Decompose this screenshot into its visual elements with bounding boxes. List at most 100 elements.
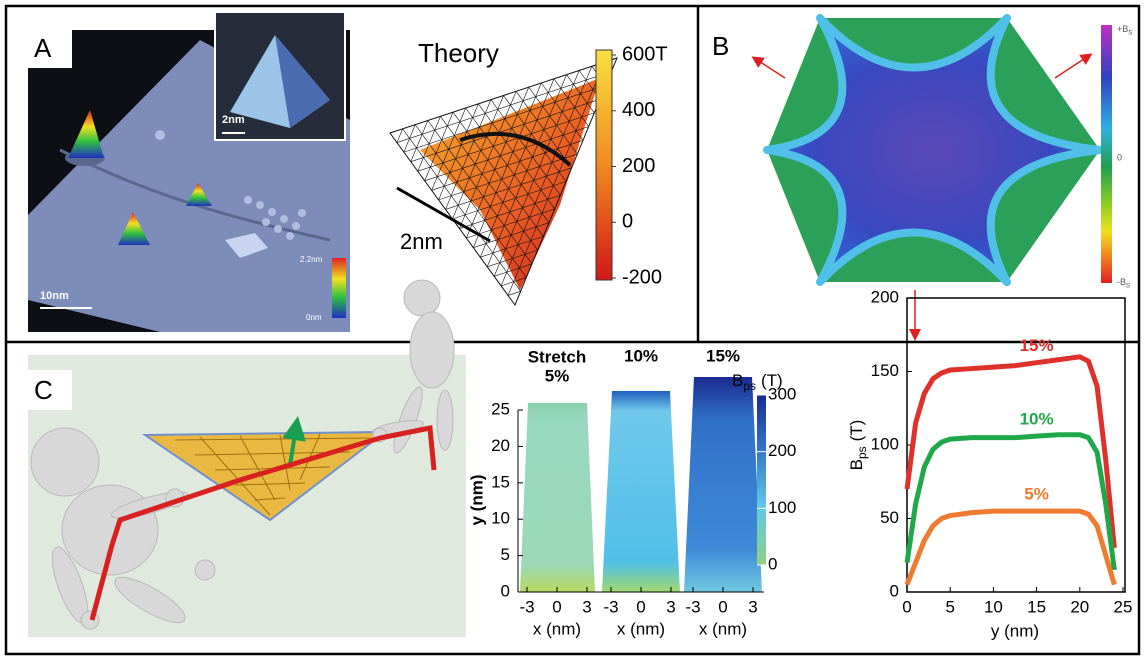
path: [199, 433, 321, 516]
label-main: B: [732, 371, 743, 390]
mesh-line: [503, 95, 567, 182]
stretch-title: Stretch: [528, 347, 587, 366]
y-tick-label: 100: [871, 434, 899, 453]
label-sub: ps: [855, 446, 869, 459]
x-tick-label: 15: [1027, 597, 1046, 616]
theory-title: Theory: [418, 38, 499, 68]
mesh-line: [507, 290, 521, 296]
colorbar-tick-label: +BS: [1117, 24, 1132, 36]
label-unit: (T): [847, 420, 866, 442]
y-tick-label: 10: [491, 509, 510, 528]
x-tick-label: 0: [636, 597, 645, 616]
peak: [118, 212, 150, 245]
panel-label: C: [34, 375, 53, 405]
mesh-line: [507, 62, 605, 296]
series-label: 10%: [1020, 410, 1054, 429]
arrow: [1054, 53, 1093, 79]
y-tick-label: 15: [491, 472, 510, 491]
strain-map: [602, 391, 680, 592]
mesh-line: [402, 128, 521, 292]
mesh-line: [478, 103, 555, 210]
mesh: [389, 57, 618, 307]
x-tick-label: 5: [945, 597, 954, 616]
label-main: B: [847, 459, 866, 470]
colorbar-tick-label: -BS: [1117, 277, 1130, 289]
scale-label: 2nm: [222, 114, 245, 126]
mesh-line: [396, 71, 612, 143]
y-tick-label: 0: [890, 581, 899, 600]
inset-pyramid-shade: [275, 35, 330, 128]
panel-label: A: [34, 33, 52, 63]
height-label: 0nm: [306, 313, 322, 322]
label-unit: (T): [761, 371, 783, 390]
circle: [80, 610, 100, 630]
mesh-line: [553, 78, 589, 127]
mesh-line: [438, 103, 479, 201]
strain-label: 10%: [624, 346, 658, 365]
line-series: [904, 354, 1117, 549]
mesh-line: [452, 111, 544, 237]
mesh-line: [480, 236, 544, 258]
colorbar-tick-label: 0: [1117, 152, 1122, 162]
y-tick-label: 5: [501, 545, 510, 564]
x-tick-label: 3: [666, 597, 675, 616]
circle: [268, 208, 276, 216]
circle: [292, 222, 300, 230]
label-sub: ps: [743, 379, 756, 393]
colorbar-tick-label: 100: [768, 498, 796, 517]
panel-label: B: [712, 31, 729, 61]
mesh-line: [452, 181, 567, 220]
label-sub: S: [1126, 282, 1130, 289]
ellipse: [436, 389, 454, 451]
field-arrow: [282, 416, 306, 466]
colorbar-tick-label: -200: [622, 266, 662, 288]
mesh-line: [490, 99, 561, 196]
colorbar-tick-label: 200: [768, 441, 796, 460]
mesh-line: [465, 107, 550, 223]
mesh-line: [410, 98, 601, 162]
x-tick-label: 25: [1114, 597, 1133, 616]
scale-label: 10nm: [40, 290, 69, 302]
circle: [280, 215, 288, 223]
x-tick-label: -3: [603, 597, 618, 616]
x-tick-label: 0: [552, 597, 561, 616]
mesh-line: [452, 95, 504, 220]
colorbar-tick-label: 200: [622, 155, 655, 177]
series-label: 15%: [1020, 336, 1054, 355]
peak: [186, 183, 212, 206]
hexagon-core: [763, 14, 1104, 286]
mesh-line: [515, 91, 572, 168]
mesh-line: [396, 128, 403, 143]
mesh-line: [424, 112, 454, 181]
arrow: [751, 56, 786, 79]
y-axis-label: y (nm): [467, 475, 486, 526]
x-tick-label: 0: [902, 597, 911, 616]
strain-map: [684, 377, 762, 592]
y-axis-label: Bps (T): [847, 420, 869, 471]
ellipse: [114, 576, 186, 624]
y-tick-label: 200: [871, 287, 899, 306]
circle: [298, 209, 306, 217]
x-tick-label: -3: [519, 597, 534, 616]
mesh-line: [438, 153, 578, 201]
x-tick-label: 3: [582, 597, 591, 616]
b-colorbar: [1101, 25, 1112, 283]
y-tick-label: 150: [871, 361, 899, 380]
colorbar-tick-label: 600T: [622, 43, 668, 65]
circle: [155, 130, 165, 140]
island: [225, 233, 268, 258]
circle: [262, 218, 270, 226]
scale-bar: [396, 186, 491, 243]
colorbar-tick-label: 0: [768, 554, 777, 573]
series-label: 5%: [1024, 485, 1049, 504]
mesh-line: [541, 82, 584, 141]
x-tick-label: 3: [748, 597, 757, 616]
label-sub: S: [1128, 29, 1132, 36]
colorbar-tick-label: 400: [622, 99, 655, 121]
rope: [89, 425, 437, 621]
mesh-line: [466, 87, 529, 239]
label-box: [22, 370, 72, 410]
label-main: -B: [1117, 277, 1126, 287]
x-axis-label: y (nm): [991, 621, 1039, 640]
